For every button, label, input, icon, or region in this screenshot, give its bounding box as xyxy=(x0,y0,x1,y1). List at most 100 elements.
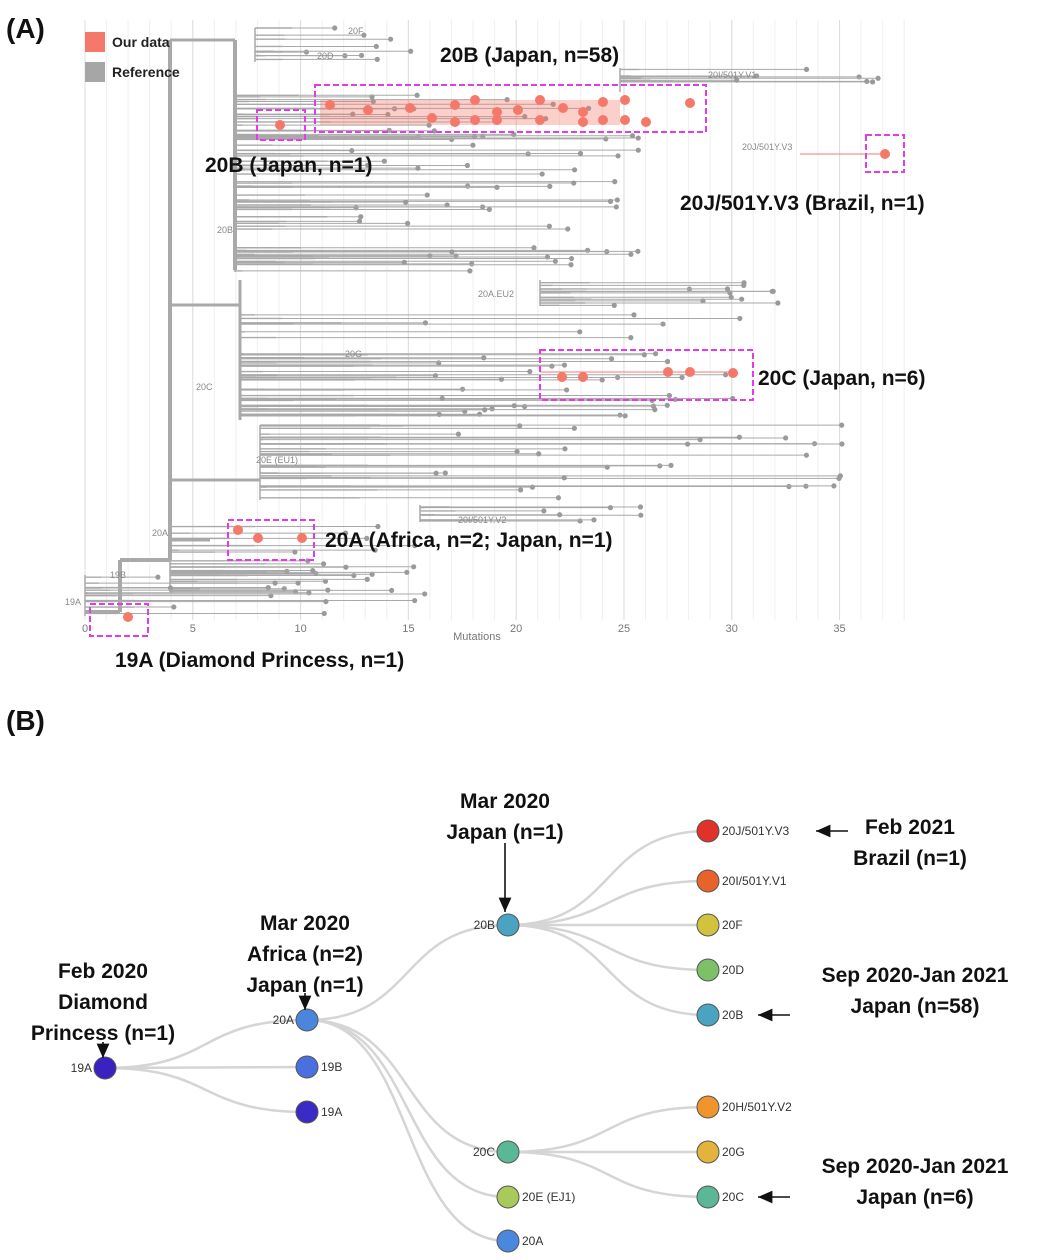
our-data-tip xyxy=(535,115,545,125)
tip xyxy=(638,512,644,518)
annotation: 20B (Japan, n=58) xyxy=(440,44,619,67)
highlight-box xyxy=(539,349,754,401)
tip xyxy=(622,413,628,419)
tip xyxy=(565,226,571,232)
node xyxy=(696,1095,720,1119)
tip xyxy=(292,549,298,555)
tip xyxy=(637,504,644,510)
our-data-tip xyxy=(578,372,588,382)
tip xyxy=(306,590,312,596)
legend-swatch xyxy=(85,32,105,52)
tip xyxy=(724,286,731,292)
our-data-tip xyxy=(275,120,285,130)
tip xyxy=(356,218,363,224)
tip xyxy=(351,572,357,579)
clade-label: 20C xyxy=(196,382,213,392)
tip xyxy=(469,261,475,267)
x-tick-label: 10 xyxy=(294,623,306,635)
annotation: 20C (Japan, n=6) xyxy=(758,367,925,390)
our-data-tip xyxy=(450,100,460,110)
edge xyxy=(306,1018,509,1154)
tip xyxy=(489,406,495,412)
tip xyxy=(370,98,376,105)
node-label: 19B xyxy=(321,1060,342,1074)
node-label: 20D xyxy=(722,963,744,977)
clade-label: 20J/501Y.V3 xyxy=(742,142,792,152)
tip xyxy=(536,451,542,457)
clade-label: 20B xyxy=(217,225,233,235)
tip xyxy=(739,296,745,302)
edge xyxy=(104,1066,308,1114)
overlay: 20F 20D 20I/501Y.V1 20J/501Y.V3 20B 20A.EU2 20… xyxy=(31,26,1009,1253)
our-data-tip xyxy=(578,117,588,127)
node xyxy=(295,1008,319,1032)
tip xyxy=(265,584,271,591)
tip xyxy=(561,475,567,481)
tip xyxy=(369,571,375,577)
tip xyxy=(364,535,370,541)
annotation-line: Mar 2020 xyxy=(460,790,550,813)
tip xyxy=(486,206,492,213)
our-data-tip xyxy=(880,149,890,159)
annotation-line: Feb 2020 xyxy=(58,960,148,983)
tip xyxy=(405,220,411,226)
tip xyxy=(603,136,609,142)
annotation-line: Mar 2020 xyxy=(260,912,350,935)
annotation-line: Feb 2021 xyxy=(865,816,955,839)
edge xyxy=(306,923,509,1022)
x-tick-label: 35 xyxy=(833,623,845,635)
tip xyxy=(374,56,380,62)
our-data-tip xyxy=(470,115,480,125)
annotation: 20B (Japan, n=1) xyxy=(205,154,372,177)
node-label: 20H/501Y.V2 xyxy=(722,1100,792,1114)
our-data-tip xyxy=(728,368,738,378)
annotation-line: Japan (n=1) xyxy=(446,821,563,844)
our-data-tip xyxy=(427,113,437,123)
node xyxy=(496,913,520,937)
legend-label: Our data xyxy=(112,34,170,50)
tip xyxy=(424,192,430,198)
tip xyxy=(167,585,174,591)
tip xyxy=(518,487,524,493)
annotation: 19A (Diamond Princess, n=1) xyxy=(115,649,404,672)
tip xyxy=(672,396,678,402)
tip xyxy=(629,133,636,139)
tip xyxy=(557,512,563,518)
tip xyxy=(641,352,647,358)
tip xyxy=(284,568,290,574)
tip xyxy=(514,448,520,455)
tip xyxy=(635,248,641,254)
tip xyxy=(412,543,418,549)
annotation: 20J/501Y.V3 (Brazil, n=1) xyxy=(680,192,925,215)
tip xyxy=(415,165,421,171)
tip xyxy=(753,73,760,79)
node xyxy=(696,1185,720,1209)
x-tick-label: 30 xyxy=(726,623,738,635)
tip xyxy=(464,162,471,169)
tip xyxy=(599,377,605,383)
annotation-line: Sep 2020-Jan 2021 xyxy=(822,1155,1009,1178)
our-data-tip xyxy=(492,115,502,125)
node-label: 20A xyxy=(522,1234,543,1248)
x-tick-label: 0 xyxy=(82,623,88,635)
tip xyxy=(615,153,621,159)
tip xyxy=(320,561,327,567)
tip xyxy=(323,598,329,605)
node xyxy=(496,1140,520,1164)
our-data-tip xyxy=(253,533,263,543)
tip xyxy=(864,78,870,84)
clade-label: 19B xyxy=(110,570,126,580)
clade-label: 20F xyxy=(348,26,364,36)
our-data-tip xyxy=(558,103,568,113)
highlight-box xyxy=(256,109,306,141)
x-tick-label: 5 xyxy=(190,623,196,635)
tip xyxy=(408,48,414,54)
tip xyxy=(803,66,810,73)
tip xyxy=(697,437,703,443)
edge xyxy=(306,1018,509,1243)
x-tick-label: 25 xyxy=(618,623,630,635)
tip xyxy=(442,470,448,476)
tip xyxy=(414,92,420,98)
tip xyxy=(584,247,591,253)
node xyxy=(496,1229,520,1253)
